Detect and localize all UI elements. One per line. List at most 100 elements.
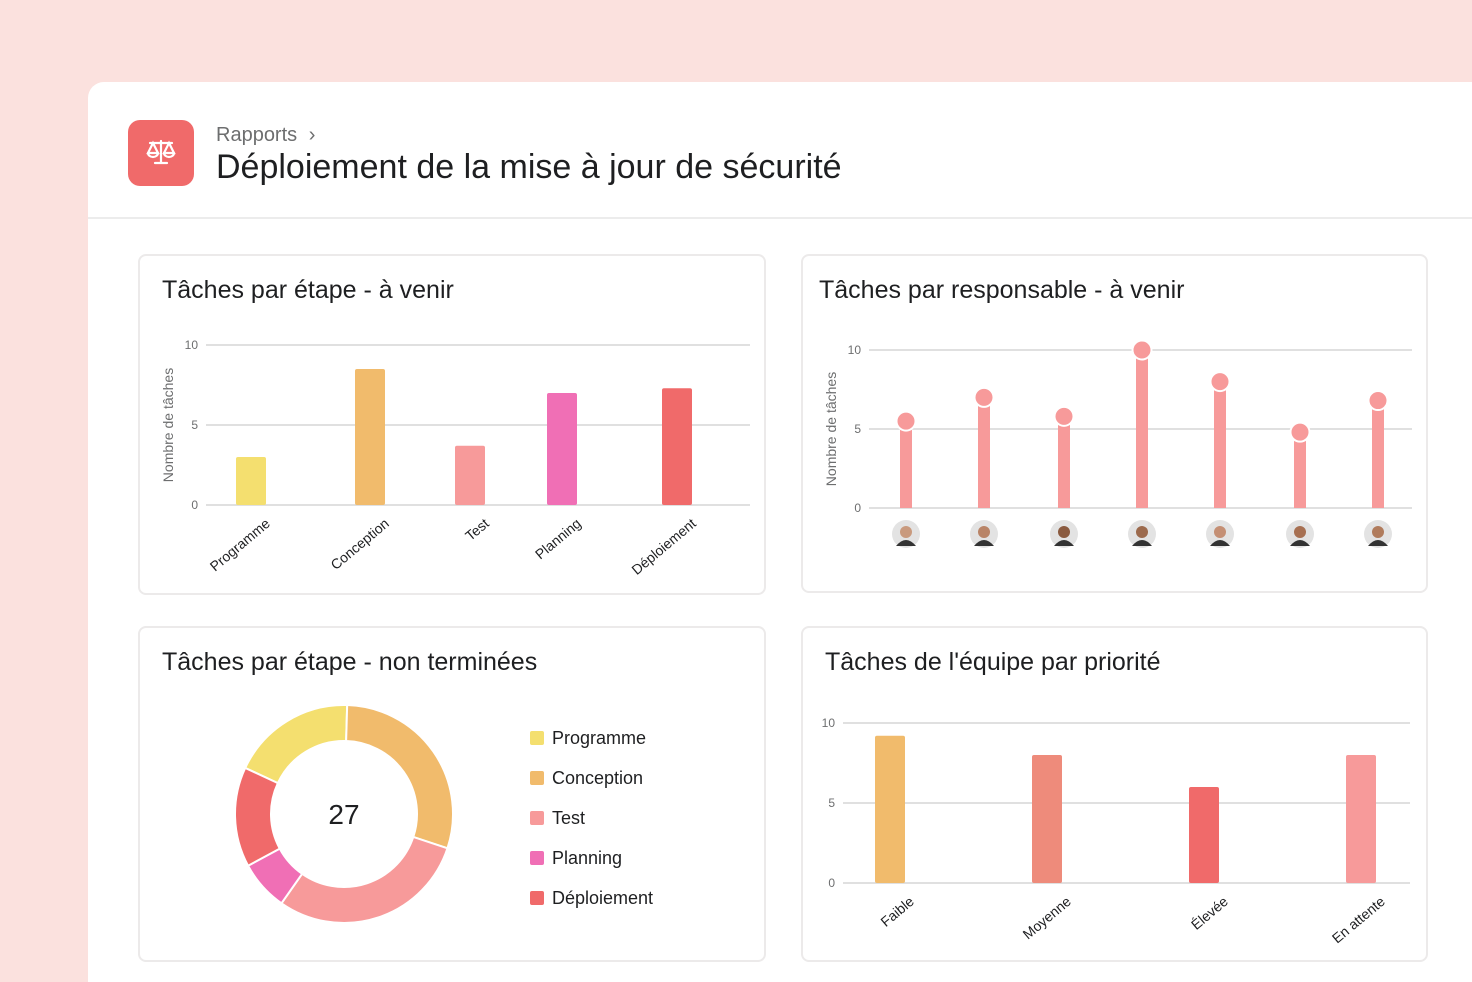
- avatar[interactable]: [1128, 520, 1156, 548]
- lollipop-stem: [1136, 350, 1148, 508]
- chart-title: Tâches par étape - non terminées: [162, 648, 538, 676]
- bar-planning: [547, 393, 577, 505]
- y-tick-label: 10: [848, 343, 862, 357]
- legend-item: Déploiement: [530, 878, 653, 918]
- legend: Programme Conception Test Planning Déploieme…: [530, 718, 653, 918]
- bar-priority: [1346, 755, 1376, 883]
- chart-svg: 0 5 10 Nombre de tâches Programme Conception T…: [160, 338, 750, 578]
- chart-card-priority: Tâches de l'équipe par priorité 0 5 10 Faibl…: [801, 626, 1428, 962]
- lollipop-stem: [1058, 416, 1070, 508]
- lollipop-dot: [1053, 405, 1075, 427]
- y-tick-label: 10: [822, 716, 836, 730]
- lollipop-stem: [1214, 381, 1226, 508]
- y-tick-label: 5: [828, 796, 835, 810]
- lollipop-stem: [900, 421, 912, 508]
- bar-conception: [355, 369, 385, 505]
- legend-label: Planning: [552, 847, 623, 868]
- lollipop-dot: [973, 386, 995, 408]
- lollipop-dot: [1131, 339, 1153, 361]
- lollipop-dot: [1209, 371, 1231, 393]
- avatar[interactable]: [1364, 520, 1392, 548]
- x-tick-label: Faible: [877, 893, 917, 930]
- avatar-face: [1214, 526, 1226, 538]
- lollipop-stem: [1372, 400, 1384, 508]
- y-tick-label: 0: [854, 501, 861, 515]
- chart-title: Tâches par étape - à venir: [162, 276, 454, 304]
- y-tick-label: 5: [854, 422, 861, 436]
- legend-label: Programme: [552, 727, 647, 748]
- legend-swatch: [530, 771, 544, 785]
- legend-swatch: [530, 891, 544, 905]
- avatar-shirt: [974, 540, 994, 546]
- avatar-shirt: [1132, 540, 1152, 546]
- y-axis-label: Nombre de tâches: [160, 368, 176, 482]
- avatar[interactable]: [1286, 520, 1314, 548]
- avatar-shirt: [1054, 540, 1074, 546]
- breadcrumb-rapports[interactable]: Rapports: [216, 124, 298, 146]
- donut-slice-test: [280, 835, 449, 924]
- legend-item: Planning: [530, 838, 653, 878]
- legend-label: Conception: [552, 767, 644, 788]
- x-tick-label: Programme: [207, 515, 273, 574]
- donut-total: 27: [328, 799, 359, 830]
- header: Rapports › Déploiement de la mise à jour…: [88, 82, 1472, 219]
- lollipop-dot: [1289, 421, 1311, 443]
- x-tick-label: Test: [462, 515, 492, 544]
- legend-swatch: [530, 811, 544, 825]
- chart-card-stage-incomplete: Tâches par étape - non terminées Program…: [138, 626, 766, 962]
- y-axis-label: Nombre de tâches: [823, 372, 839, 486]
- x-tick-label: Moyenne: [1020, 893, 1075, 942]
- avatar[interactable]: [1206, 520, 1234, 548]
- chart-card-stage-upcoming: Tâches par étape - à venir 0 5 10 Nombre de …: [138, 254, 766, 595]
- avatar-face: [1058, 526, 1070, 538]
- x-tick-label: En attente: [1329, 893, 1388, 946]
- lollipop-dot: [895, 410, 917, 432]
- avatar-shirt: [1210, 540, 1230, 546]
- avatar[interactable]: [1050, 520, 1078, 548]
- avatar[interactable]: [970, 520, 998, 548]
- y-tick-label: 10: [185, 338, 199, 352]
- bar-priority: [875, 735, 905, 883]
- avatar-face: [1294, 526, 1306, 538]
- bar-priority: [1032, 755, 1062, 883]
- bar-déploiement: [662, 388, 692, 505]
- avatar-face: [1136, 526, 1148, 538]
- lollipop-stem: [1294, 432, 1306, 508]
- legend-item: Programme: [530, 718, 653, 758]
- avatar-face: [978, 526, 990, 538]
- legend-label: Test: [552, 807, 586, 828]
- legend-swatch: [530, 731, 544, 745]
- chart-title: Tâches par responsable - à venir: [819, 276, 1185, 304]
- avatar-shirt: [896, 540, 916, 546]
- x-tick-label: Conception: [327, 515, 392, 573]
- donut-slice-déploiement: [234, 766, 282, 868]
- avatar-face: [1372, 526, 1384, 538]
- x-tick-label: Élevée: [1188, 893, 1231, 933]
- x-tick-label: Déploiement: [628, 515, 699, 578]
- chart-title: Tâches de l'équipe par priorité: [825, 648, 1161, 676]
- avatar-shirt: [1368, 540, 1388, 546]
- chart-svg: 27: [234, 704, 454, 924]
- legend-item: Test: [530, 798, 653, 838]
- bar-programme: [236, 457, 266, 505]
- legend-label: Déploiement: [552, 887, 654, 908]
- scale-icon: [128, 120, 194, 186]
- legend-swatch: [530, 851, 544, 865]
- y-tick-label: 5: [191, 418, 198, 432]
- y-tick-label: 0: [191, 498, 198, 512]
- legend-item: Conception: [530, 758, 653, 798]
- lollipop-stem: [978, 397, 990, 508]
- avatar-shirt: [1290, 540, 1310, 546]
- page-title: Déploiement de la mise à jour de sécurit…: [216, 148, 842, 186]
- bar-priority: [1189, 787, 1219, 883]
- lollipop-dot: [1367, 390, 1389, 412]
- donut-slice-programme: [243, 704, 349, 785]
- avatar-face: [900, 526, 912, 538]
- avatar[interactable]: [892, 520, 920, 548]
- chart-svg: 0 5 10 Nombre de tâches: [823, 339, 1412, 548]
- bar-test: [455, 445, 485, 505]
- y-tick-label: 0: [828, 876, 835, 890]
- breadcrumb[interactable]: Rapports ›: [216, 124, 315, 147]
- donut-slice-conception: [345, 704, 454, 850]
- chart-card-assignee: Tâches par responsable - à venir 0 5 10 Nomb…: [801, 254, 1428, 593]
